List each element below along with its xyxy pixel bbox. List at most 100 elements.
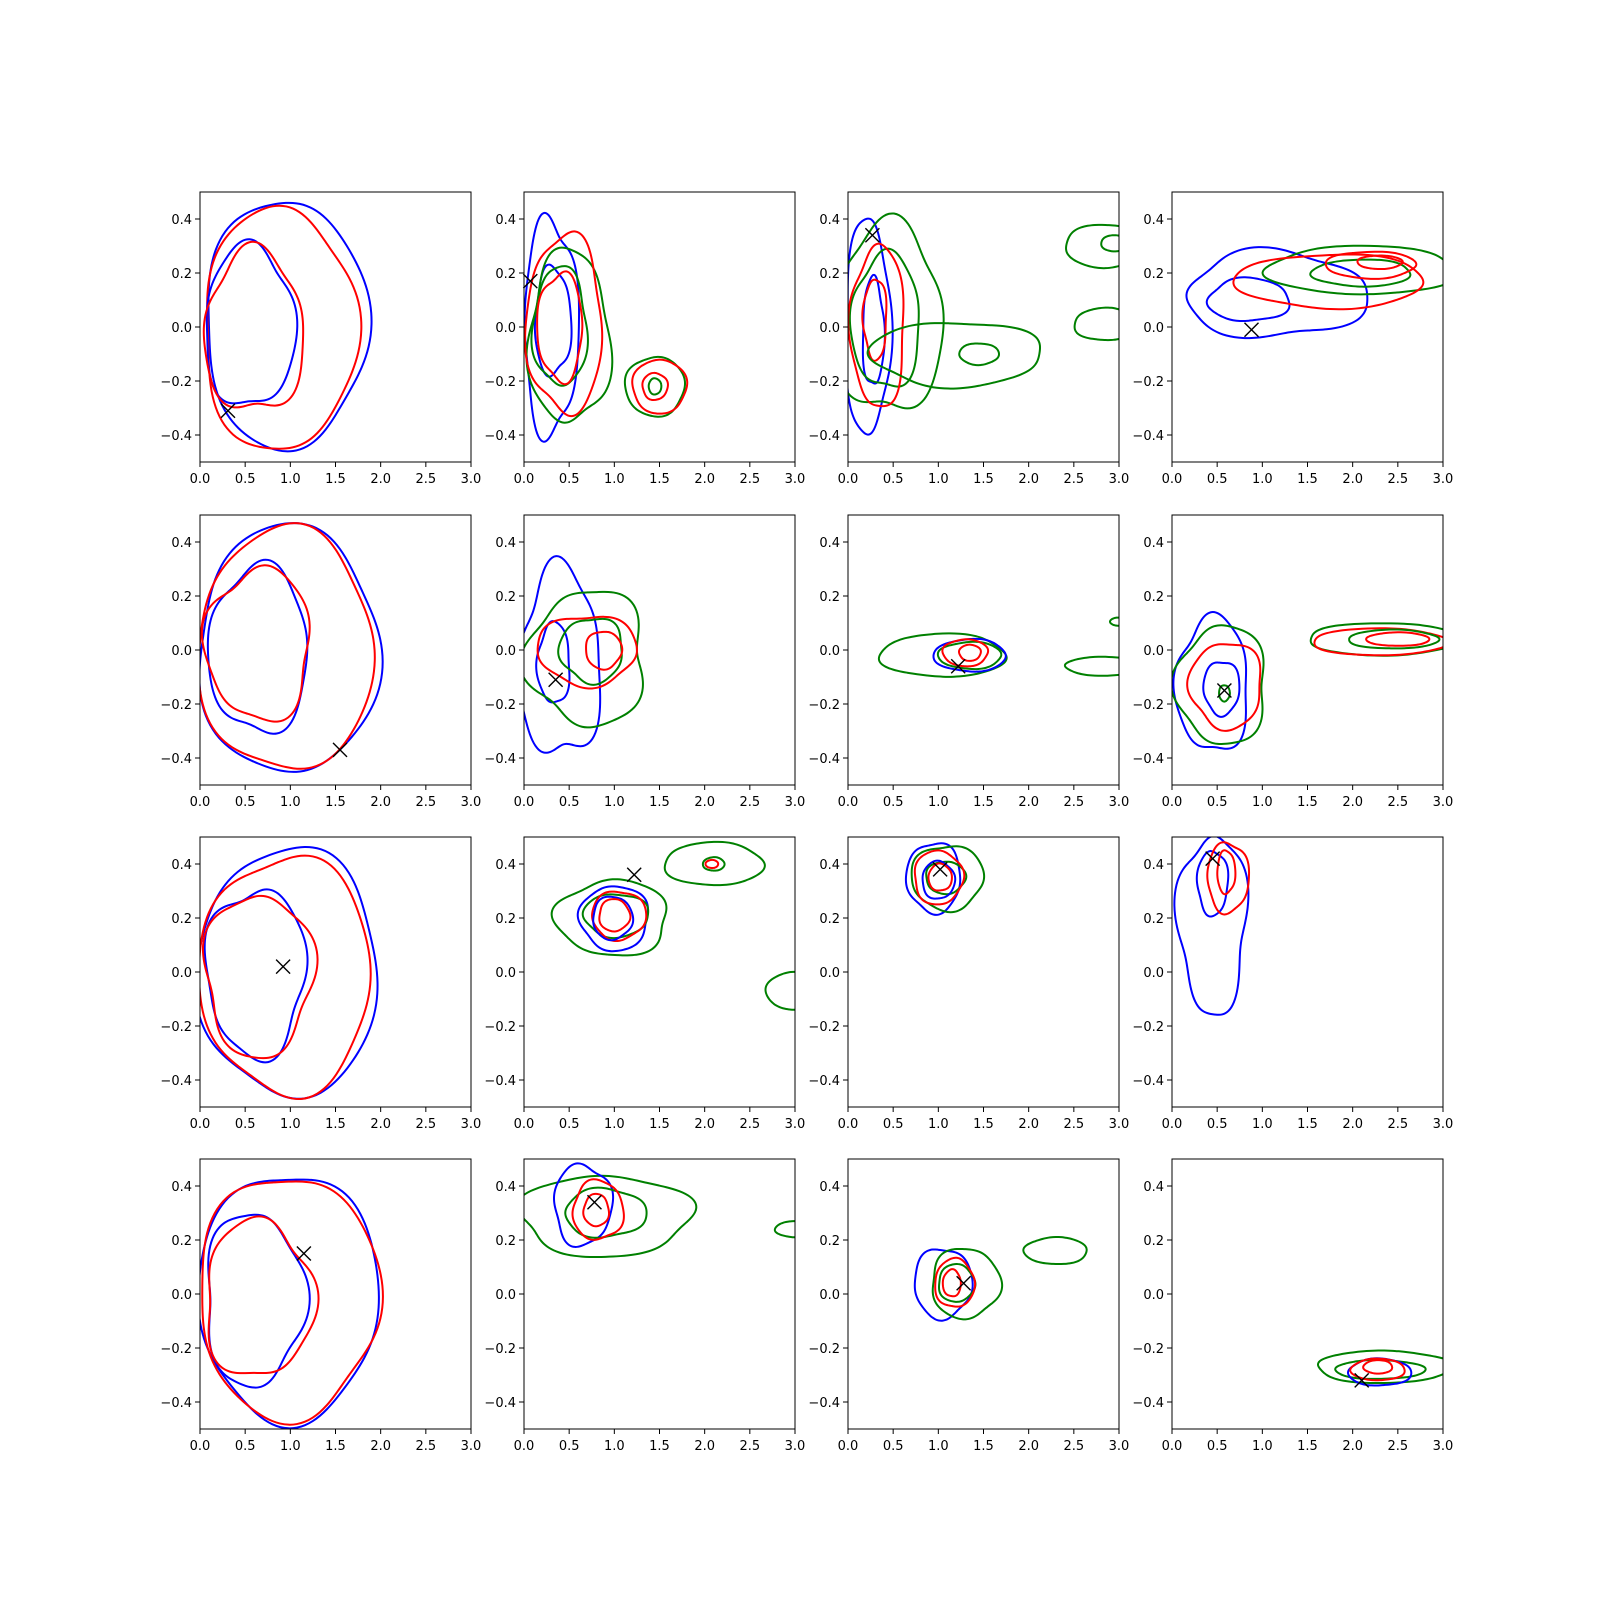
contour-blue	[200, 845, 379, 1100]
y-tick-label: −0.2	[484, 698, 516, 713]
y-tick-label: 0.0	[1143, 1288, 1164, 1303]
x-marker-stroke	[950, 658, 966, 674]
y-tick-label: −0.4	[160, 429, 192, 444]
x-tick-label: 0.0	[514, 472, 535, 487]
contour-red	[1362, 1359, 1394, 1375]
x-tick-label: 1.5	[973, 1117, 994, 1132]
plot-area	[524, 555, 644, 754]
contour-red	[201, 1180, 384, 1426]
panel-13: 0.0 0.5 1.0 1.5 2.0 2.5 3.0 −0.4 −0.2 0.0 0.2 0.4	[160, 1158, 481, 1454]
x-tick-label: 0.0	[1162, 795, 1183, 810]
x-tick-label: 3.0	[1109, 795, 1130, 810]
contour-green	[1022, 1235, 1088, 1266]
x-marker	[220, 403, 236, 419]
contour-blue	[861, 273, 886, 385]
y-tick-label: 0.2	[171, 912, 192, 927]
y-tick-label: 0.0	[1143, 644, 1164, 659]
y-tick-label: −0.2	[160, 1020, 192, 1035]
plot-area	[1172, 611, 1443, 750]
x-tick-label: 1.5	[1297, 795, 1318, 810]
x-marker	[332, 742, 348, 758]
x-tick-label: 1.0	[928, 472, 949, 487]
contour-red	[927, 862, 953, 892]
x-tick-label: 1.5	[649, 795, 670, 810]
x-tick-label: 0.0	[514, 795, 535, 810]
contour-red	[207, 1215, 320, 1375]
contour-red	[641, 371, 669, 402]
x-tick-label: 2.5	[1063, 1117, 1084, 1132]
y-tick-label: −0.4	[484, 1396, 516, 1411]
x-tick-label: 3.0	[1433, 795, 1454, 810]
x-tick-label: 1.0	[280, 795, 301, 810]
y-tick-label: 0.2	[171, 267, 192, 282]
contour-red	[200, 522, 376, 770]
contour-red	[582, 1192, 611, 1228]
contour-blue	[848, 217, 894, 436]
x-tick-label: 0.5	[235, 1439, 256, 1454]
x-marker	[950, 658, 966, 674]
contour-green	[1065, 223, 1119, 270]
x-tick-label: 1.5	[325, 1439, 346, 1454]
contour-green	[1309, 258, 1412, 288]
x-tick-label: 2.0	[1018, 472, 1039, 487]
x-marker-stroke	[1216, 683, 1232, 698]
contour-red	[861, 278, 888, 362]
x-tick-label: 0.5	[235, 1117, 256, 1132]
contour-blue	[1202, 661, 1241, 718]
y-tick-label: 0.0	[495, 644, 516, 659]
y-tick-label: 0.4	[1143, 1180, 1164, 1195]
x-tick-label: 1.5	[973, 472, 994, 487]
x-tick-label: 0.0	[838, 1117, 859, 1132]
contour-blue	[1173, 837, 1250, 1016]
x-tick-label: 0.5	[1207, 1117, 1228, 1132]
x-tick-label: 3.0	[461, 795, 482, 810]
y-tick-label: 0.4	[819, 858, 840, 873]
x-tick-label: 2.0	[370, 1439, 391, 1454]
x-marker-stroke	[586, 1194, 602, 1210]
contour-green	[931, 1247, 1004, 1321]
x-tick-label: 1.0	[1252, 472, 1273, 487]
x-tick-label: 3.0	[785, 472, 806, 487]
x-tick-label: 3.0	[461, 1117, 482, 1132]
contour-green	[1218, 684, 1231, 703]
contour-red	[536, 270, 584, 386]
x-marker-stroke	[275, 959, 291, 975]
contour-red	[958, 643, 982, 662]
x-tick-label: 1.5	[1297, 472, 1318, 487]
y-tick-label: −0.2	[160, 1342, 192, 1357]
contour-green	[663, 840, 766, 887]
y-tick-label: 0.2	[1143, 267, 1164, 282]
panel-10: 0.0 0.5 1.0 1.5 2.0 2.5 3.0 −0.4 −0.2 0.0 0.2 0.4	[484, 836, 805, 1132]
contour-green	[1172, 624, 1265, 746]
plot-area	[1185, 244, 1443, 340]
x-tick-label: 1.5	[973, 1439, 994, 1454]
panel-6: 0.0 0.5 1.0 1.5 2.0 2.5 3.0 −0.4 −0.2 0.0 0.2 0.4	[484, 514, 805, 810]
x-tick-label: 2.0	[1018, 795, 1039, 810]
x-tick-label: 0.5	[559, 1117, 580, 1132]
contour-green	[1316, 1349, 1443, 1385]
y-tick-label: 0.4	[171, 536, 192, 551]
contour-red	[934, 1256, 977, 1308]
contour-green	[925, 860, 968, 896]
contour-red	[913, 849, 966, 906]
x-marker-stroke	[1205, 851, 1221, 867]
y-tick-label: 0.2	[819, 267, 840, 282]
y-tick-label: 0.4	[495, 858, 516, 873]
x-tick-label: 2.5	[739, 1117, 760, 1132]
contour-green	[1073, 306, 1119, 342]
y-tick-label: 0.4	[1143, 536, 1164, 551]
plot-area	[524, 211, 689, 443]
x-tick-label: 2.5	[1387, 1439, 1408, 1454]
x-tick-label: 1.0	[604, 1439, 625, 1454]
x-tick-label: 1.5	[973, 795, 994, 810]
x-tick-label: 1.0	[1252, 795, 1273, 810]
x-tick-label: 1.5	[1297, 1439, 1318, 1454]
contour-red	[524, 230, 604, 418]
contour-red	[585, 630, 624, 671]
contour-blue	[1205, 276, 1291, 323]
plot-area	[550, 840, 795, 1011]
panel-7: 0.0 0.5 1.0 1.5 2.0 2.5 3.0 −0.4 −0.2 0.0 0.2 0.4	[808, 514, 1130, 810]
contour-green	[701, 856, 726, 872]
